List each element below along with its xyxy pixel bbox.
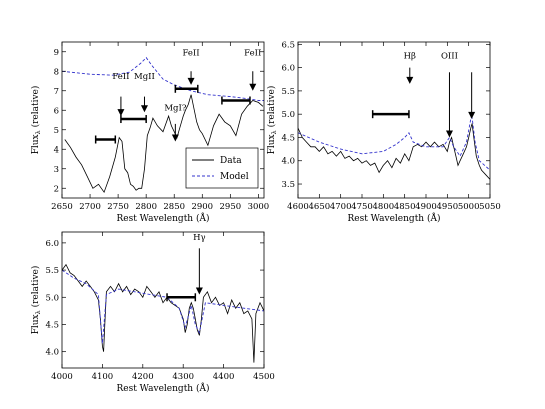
y-tick-label: 5.0 bbox=[281, 110, 295, 120]
y-tick-label: 4.5 bbox=[45, 320, 59, 330]
annotation-arrow-head bbox=[195, 287, 203, 295]
x-tick-label: 2750 bbox=[107, 202, 129, 212]
annotation-arrow-head bbox=[117, 109, 125, 117]
annotation-arrow-head bbox=[406, 76, 414, 84]
x-tick-label: 2950 bbox=[220, 202, 242, 212]
plot-frame bbox=[297, 41, 491, 199]
y-tick-label: 5.0 bbox=[45, 293, 59, 303]
plot-frame bbox=[61, 231, 265, 369]
x-tick-label: 4300 bbox=[172, 372, 194, 382]
y-tick-label: 4.5 bbox=[281, 133, 295, 143]
plot-frame bbox=[61, 41, 265, 199]
x-tick-label: 4600 bbox=[287, 202, 309, 212]
y-tick-label: 5.5 bbox=[281, 87, 295, 97]
x-axis-label: Rest Wavelength (Å) bbox=[347, 212, 440, 224]
x-tick-label: 4500 bbox=[253, 372, 275, 382]
y-tick-label: 3 bbox=[54, 165, 59, 175]
x-tick-label: 2850 bbox=[163, 202, 185, 212]
x-axis-label: Rest Wavelength (Å) bbox=[116, 212, 209, 224]
annotation-label: OIII bbox=[441, 51, 458, 61]
y-tick-label: 6.0 bbox=[45, 239, 59, 249]
annotation-arrow-head bbox=[445, 130, 453, 138]
y-tick-label: 5 bbox=[54, 126, 59, 136]
x-tick-label: 4900 bbox=[415, 202, 437, 212]
y-axis-label: Fluxλ (relative) bbox=[30, 266, 42, 335]
y-axis-label: Fluxλ (relative) bbox=[30, 86, 42, 155]
x-tick-label: 5000 bbox=[458, 202, 480, 212]
x-tick-label: 2800 bbox=[135, 202, 157, 212]
y-tick-label: 2 bbox=[54, 184, 59, 194]
annotation-arrow-head bbox=[140, 105, 148, 113]
y-tick-label: 9 bbox=[54, 48, 59, 58]
x-tick-label: 5050 bbox=[479, 202, 501, 212]
annotation-label: MgI? bbox=[164, 103, 187, 113]
annotation-label: Hγ bbox=[193, 233, 206, 243]
annotation-label: FeII bbox=[112, 72, 129, 82]
y-axis-label: Fluxλ (relative) bbox=[266, 86, 278, 155]
annotation-label: FeII bbox=[182, 49, 199, 59]
x-axis-label: Rest Wavelength (Å) bbox=[116, 382, 209, 394]
series-data-line bbox=[298, 123, 490, 180]
y-tick-label: 8 bbox=[54, 67, 59, 77]
x-tick-label: 4800 bbox=[373, 202, 395, 212]
x-tick-label: 4750 bbox=[351, 202, 373, 212]
annotation-label: MgII bbox=[134, 72, 155, 82]
x-tick-label: 4400 bbox=[213, 372, 235, 382]
x-tick-label: 2700 bbox=[79, 202, 101, 212]
y-tick-label: 6.0 bbox=[281, 64, 295, 74]
y-tick-label: 4.0 bbox=[45, 348, 59, 358]
y-tick-label: 6 bbox=[54, 106, 59, 116]
chart-panel-1: FeII MgII MgI? FeII FeII 2650 2700 2750 2800 2850… bbox=[30, 41, 270, 224]
y-tick-label: 3.5 bbox=[281, 180, 295, 190]
x-tick-label: 3000 bbox=[248, 202, 270, 212]
y-tick-label: 4.0 bbox=[281, 157, 295, 167]
y-tick-label: 6.5 bbox=[281, 40, 295, 50]
x-tick-label: 4950 bbox=[437, 202, 459, 212]
legend-label-data: Data bbox=[220, 156, 242, 166]
y-tick-label: 4 bbox=[54, 145, 59, 155]
annotation-arrow-head bbox=[468, 111, 476, 119]
x-tick-label: 4000 bbox=[51, 372, 73, 382]
series-model-line bbox=[62, 269, 264, 344]
legend-box bbox=[185, 147, 259, 189]
legend-label-model: Model bbox=[220, 172, 249, 182]
annotation-label: FeII bbox=[244, 49, 261, 59]
chart-panel-3: Hγ 4000 4100 4200 4300 4400 4500 4.0 4.5 5.0 5.5 6.… bbox=[30, 231, 275, 394]
x-tick-label: 4100 bbox=[92, 372, 114, 382]
y-tick-label: 5.5 bbox=[45, 266, 59, 276]
series-data-line bbox=[62, 263, 264, 363]
x-tick-label: 2900 bbox=[191, 202, 213, 212]
series-model-line bbox=[62, 56, 264, 101]
series-model-line bbox=[298, 114, 490, 171]
annotation-arrow-head bbox=[249, 83, 257, 91]
x-tick-label: 4200 bbox=[132, 372, 154, 382]
x-tick-label: 4850 bbox=[394, 202, 416, 212]
annotation-arrow-head bbox=[171, 134, 179, 142]
x-tick-label: 4700 bbox=[330, 202, 352, 212]
x-tick-label: 2650 bbox=[51, 202, 73, 212]
annotation-label: Hβ bbox=[404, 51, 416, 61]
annotation-arrow-head bbox=[187, 77, 195, 85]
y-tick-label: 7 bbox=[54, 87, 59, 97]
x-tick-label: 4650 bbox=[309, 202, 331, 212]
series-data-line bbox=[64, 94, 264, 194]
